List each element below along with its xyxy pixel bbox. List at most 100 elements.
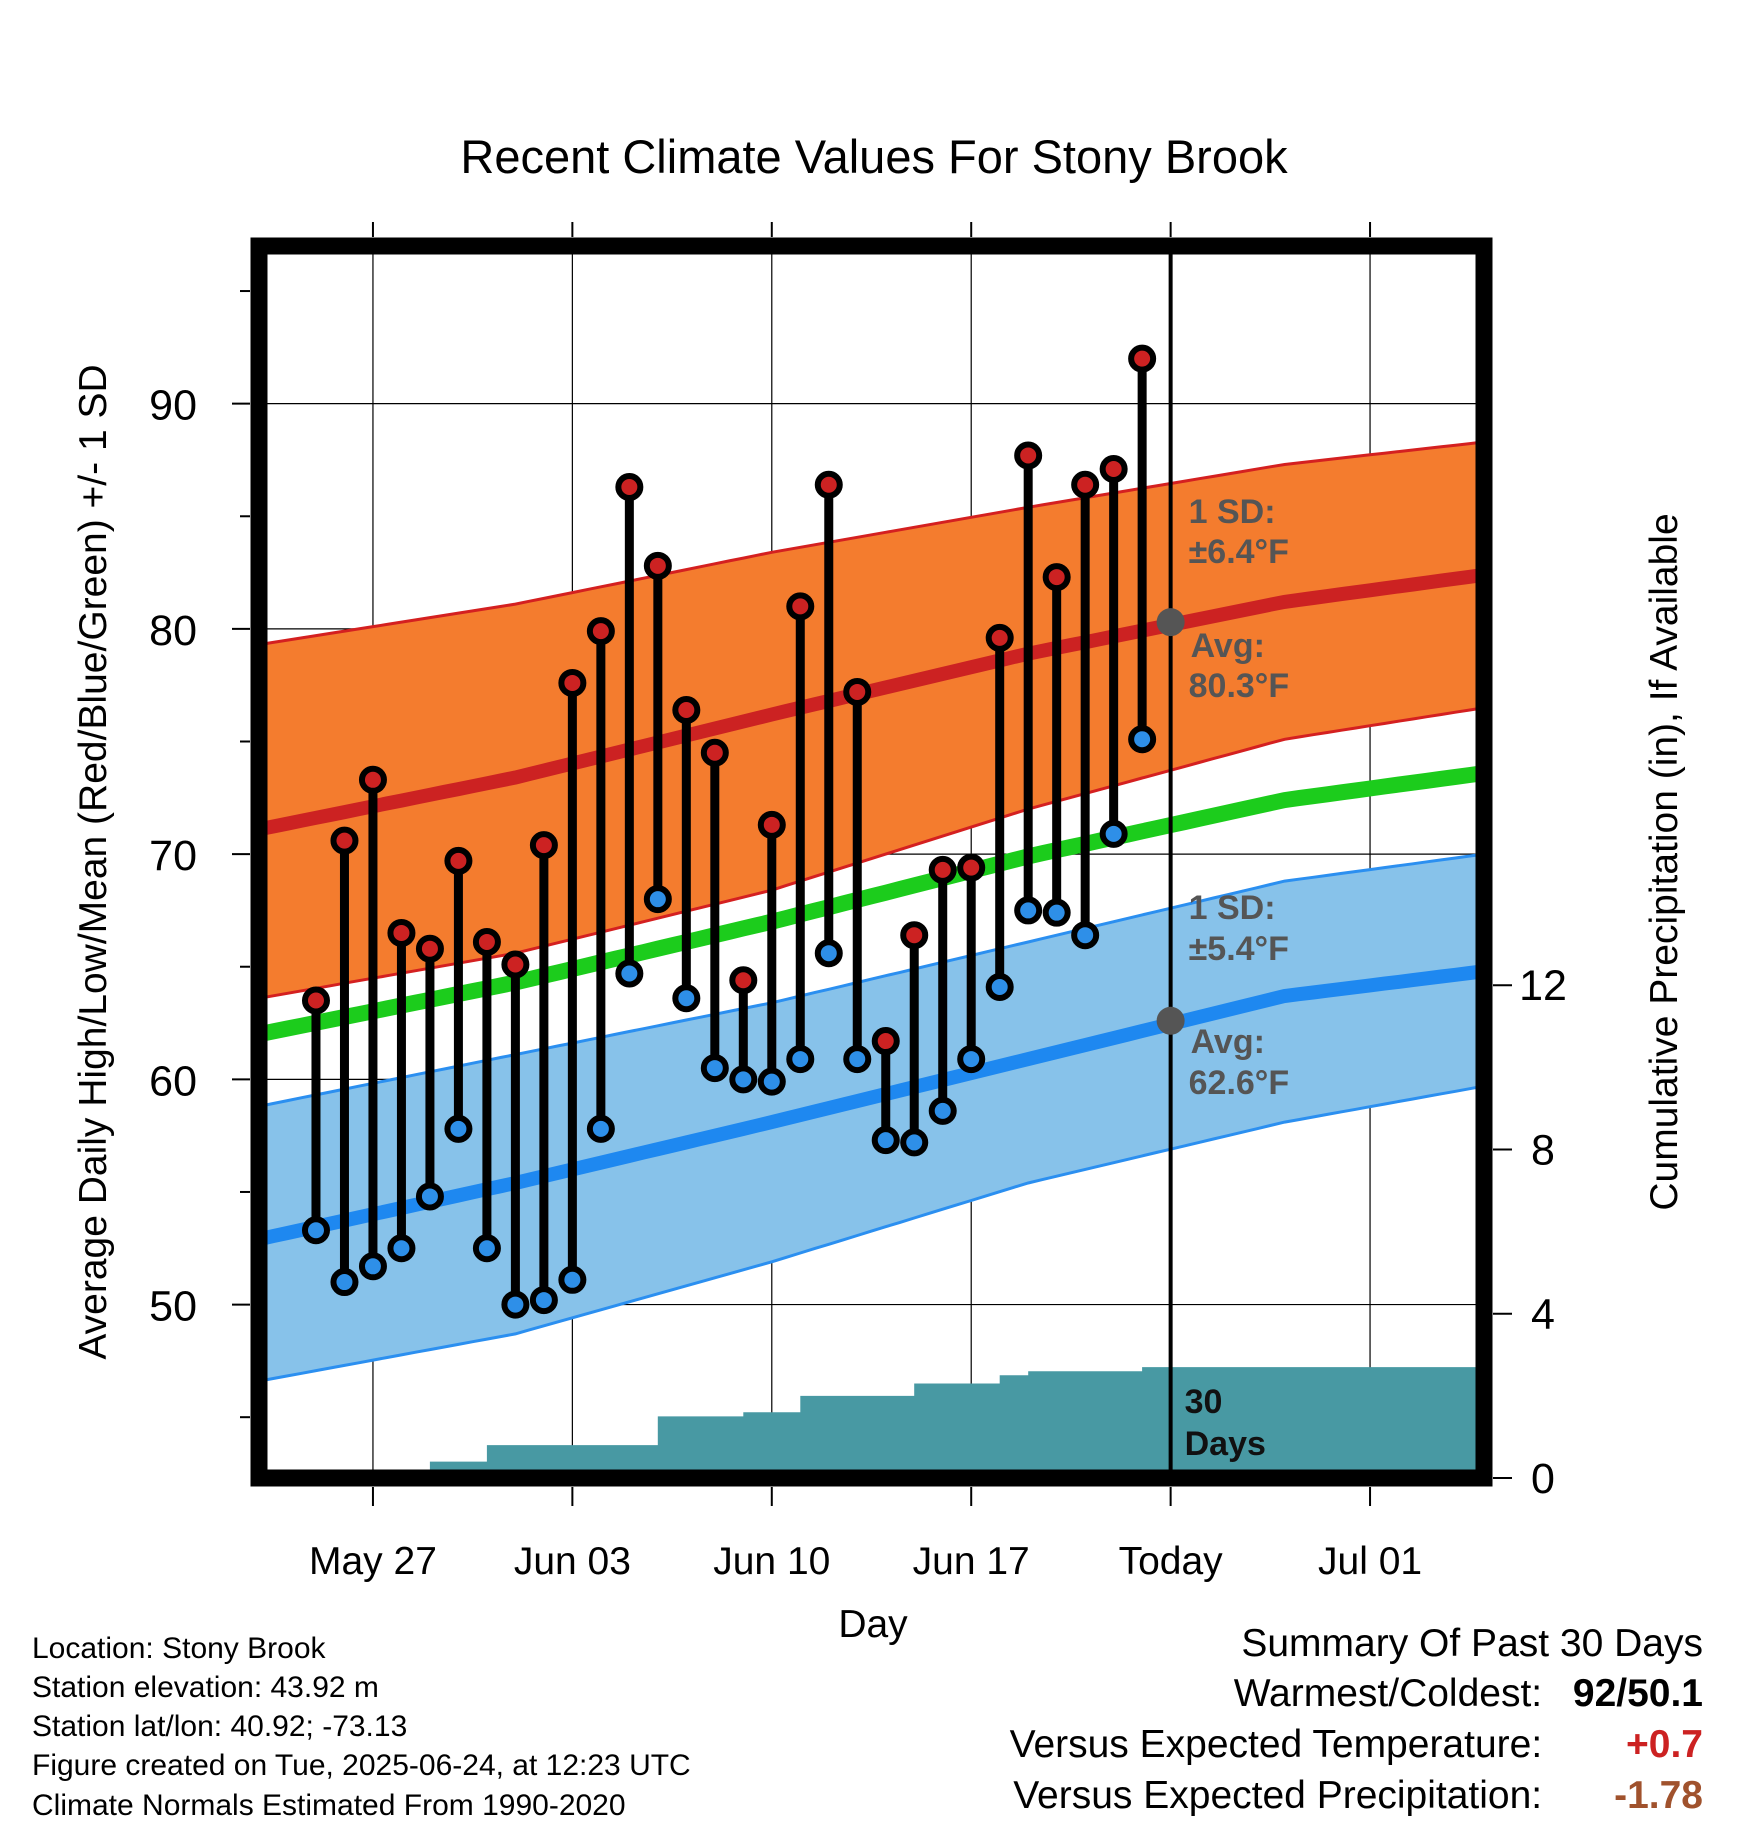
footer-location: Location: Stony Brook	[32, 1632, 326, 1665]
low-point	[330, 1268, 359, 1297]
y2-axis-label: Cumulative Precipitation (in), If Availa…	[1643, 513, 1686, 1210]
low-avg-value: 62.6°F	[1189, 1064, 1290, 1102]
x-tick-label: Jul 01	[1318, 1540, 1422, 1583]
x-tick-label: Jun 03	[514, 1540, 631, 1583]
x-tick-label: Jun 17	[913, 1540, 1030, 1583]
y2-tick-label: 4	[1531, 1291, 1555, 1339]
high-sd-band-lower-edge	[259, 706, 1484, 1000]
low-point	[1071, 921, 1100, 950]
y-axis-label: Average Daily High/Low/Mean (Red/Blue/Gr…	[72, 364, 115, 1359]
low-point	[387, 1234, 416, 1263]
low-point	[729, 1065, 758, 1094]
high-point	[643, 551, 672, 580]
footer-elevation: Station elevation: 43.92 m	[32, 1671, 379, 1704]
low-point	[558, 1265, 587, 1294]
high-point	[985, 623, 1014, 652]
footer-normals: Climate Normals Estimated From 1990-2020	[32, 1789, 626, 1822]
x-tick-label: May 27	[309, 1540, 437, 1583]
low-point	[1128, 725, 1157, 754]
high-avg-value: 80.3°F	[1189, 667, 1290, 705]
y2-tick-label: 0	[1531, 1455, 1555, 1503]
low-point	[643, 885, 672, 914]
low-point	[985, 973, 1014, 1002]
y-tick-label: 90	[149, 382, 197, 430]
high-point	[957, 853, 986, 882]
low-point	[843, 1045, 872, 1074]
low-point	[301, 1216, 330, 1245]
days-count-label: 30	[1185, 1383, 1223, 1421]
high-point	[415, 934, 444, 963]
low-point	[928, 1096, 957, 1125]
high-sd-band-upper-edge	[259, 440, 1484, 647]
summary-precip-label: Versus Expected Precipitation:	[1013, 1774, 1543, 1817]
footer-latlon: Station lat/lon: 40.92; -73.13	[32, 1710, 408, 1743]
low-sd-band-lower-edge	[259, 1084, 1484, 1383]
mean-normal-line	[259, 765, 1484, 1043]
high-sd-value: ±6.4°F	[1189, 533, 1289, 571]
high-point	[529, 831, 558, 860]
low-point	[957, 1045, 986, 1074]
summary-temp-label: Versus Expected Temperature:	[1009, 1723, 1543, 1766]
high-point	[700, 738, 729, 767]
high-point	[729, 966, 758, 995]
summary-warmest-label: Warmest/Coldest:	[1233, 1672, 1543, 1715]
y-tick-label: 60	[149, 1057, 197, 1105]
high-point	[757, 810, 786, 839]
low-point	[900, 1128, 929, 1157]
days-word-label: Days	[1185, 1425, 1266, 1463]
high-point	[814, 470, 843, 499]
high-point	[558, 668, 587, 697]
x-tick-label: Jun 10	[713, 1540, 830, 1583]
high-normal-line	[259, 567, 1484, 837]
high-point	[358, 765, 387, 794]
low-normal-line	[259, 964, 1484, 1247]
high-point	[301, 986, 330, 1015]
low-avg-today-dot	[1156, 1006, 1185, 1035]
low-sd-label: 1 SD:	[1189, 889, 1276, 927]
low-point	[615, 959, 644, 988]
summary-precip-value: -1.78	[1614, 1774, 1703, 1817]
summary-warmest-value: 92/50.1	[1572, 1672, 1703, 1715]
low-point	[529, 1286, 558, 1315]
high-point	[501, 950, 530, 979]
plot-area	[259, 246, 1484, 1478]
high-point	[1128, 344, 1157, 373]
y2-tick-label: 12	[1519, 962, 1567, 1010]
low-point	[700, 1054, 729, 1083]
low-sd-band-upper-edge	[259, 852, 1484, 1108]
high-point	[444, 846, 473, 875]
high-point	[387, 918, 416, 947]
high-point	[672, 695, 701, 724]
low-point	[358, 1252, 387, 1281]
low-point	[1042, 898, 1071, 927]
high-point	[786, 592, 815, 621]
low-point	[586, 1114, 615, 1143]
low-point	[1014, 896, 1043, 925]
summary-title: Summary Of Past 30 Days	[1241, 1622, 1703, 1665]
summary-precip-row: Versus Expected Precipitation: -1.78	[1013, 1774, 1703, 1818]
y2-tick-label: 8	[1531, 1126, 1555, 1174]
low-point	[1099, 819, 1128, 848]
low-point	[501, 1290, 530, 1319]
high-point	[586, 617, 615, 646]
high-avg-label: Avg:	[1191, 627, 1265, 665]
high-point	[871, 1027, 900, 1056]
chart-title: Recent Climate Values For Stony Brook	[460, 130, 1288, 183]
high-avg-today-dot	[1156, 608, 1185, 637]
x-tick-label: Today	[1119, 1540, 1224, 1583]
precip-area	[259, 1367, 1484, 1478]
y-tick-label: 50	[149, 1283, 197, 1331]
summary-temp-value: +0.7	[1626, 1723, 1703, 1766]
summary-warmest-row: Warmest/Coldest: 92/50.1	[1234, 1672, 1703, 1716]
y-tick-label: 70	[149, 832, 197, 880]
x-axis-label: Day	[838, 1603, 908, 1646]
low-sd-value: ±5.4°F	[1189, 930, 1289, 968]
high-point	[1071, 470, 1100, 499]
high-point	[1099, 454, 1128, 483]
summary-temp-row: Versus Expected Temperature: +0.7	[1010, 1723, 1703, 1767]
high-point	[1042, 563, 1071, 592]
low-sd-band	[259, 854, 1484, 1382]
low-point	[871, 1126, 900, 1155]
low-avg-label: Avg:	[1191, 1023, 1265, 1061]
